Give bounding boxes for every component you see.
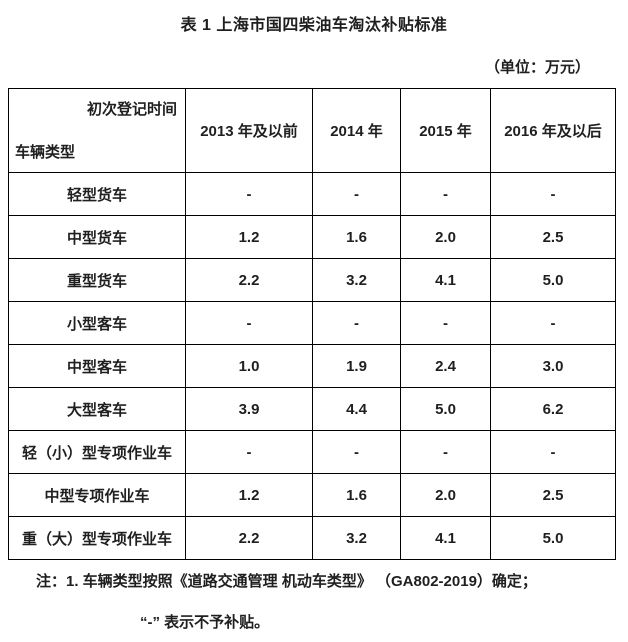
note-line-2: “-” 表示不予补贴。 xyxy=(140,614,270,631)
row-label: 重（大）型专项作业车 xyxy=(8,516,186,560)
note-line-1: 注：1. 车辆类型按照《道路交通管理 机动车类型》 （GA802-2019）确定… xyxy=(36,573,537,590)
table-row: 中型客车 1.0 1.9 2.4 3.0 xyxy=(8,344,616,388)
cell-value: 2.5 xyxy=(490,473,616,517)
cell-value: 2.2 xyxy=(185,516,313,560)
cell-value: 1.2 xyxy=(185,215,313,259)
cell-value: 3.0 xyxy=(490,344,616,388)
column-header: 2014 年 xyxy=(312,88,401,173)
cell-value: - xyxy=(490,301,616,345)
column-header: 2013 年及以前 xyxy=(185,88,313,173)
cell-value: - xyxy=(490,430,616,474)
cell-value: 3.2 xyxy=(312,516,401,560)
row-label: 重型货车 xyxy=(8,258,186,302)
cell-value: 1.9 xyxy=(312,344,401,388)
page-title: 表 1 上海市国四柴油车淘汰补贴标准 xyxy=(180,17,448,34)
subsidy-table: 初次登记时间 车辆类型 2013 年及以前 2014 年 2015 年 2016 年及… xyxy=(8,88,616,560)
table-row: 轻（小）型专项作业车 - - - - xyxy=(8,430,616,474)
table-row: 大型客车 3.9 4.4 5.0 6.2 xyxy=(8,387,616,431)
cell-value: - xyxy=(400,301,491,345)
cell-value: 1.6 xyxy=(312,215,401,259)
cell-value: 6.2 xyxy=(490,387,616,431)
cell-value: 3.9 xyxy=(185,387,313,431)
table-row: 中型货车 1.2 1.6 2.0 2.5 xyxy=(8,215,616,259)
table-row: 重（大）型专项作业车 2.2 3.2 4.1 5.0 xyxy=(8,516,616,560)
cell-value: - xyxy=(312,301,401,345)
cell-value: 2.5 xyxy=(490,215,616,259)
cell-value: 1.2 xyxy=(185,473,313,517)
cell-value: - xyxy=(400,172,491,216)
unit-label: （单位：万元） xyxy=(484,59,590,76)
row-label: 中型客车 xyxy=(8,344,186,388)
corner-label-vehicle-type: 车辆类型 xyxy=(15,144,76,161)
row-label: 轻型货车 xyxy=(8,172,186,216)
cell-value: - xyxy=(185,430,313,474)
table-row: 中型专项作业车 1.2 1.6 2.0 2.5 xyxy=(8,473,616,517)
cell-value: 4.1 xyxy=(400,258,491,302)
row-label: 大型客车 xyxy=(8,387,186,431)
cell-value: 3.2 xyxy=(312,258,401,302)
header-row: 初次登记时间 车辆类型 2013 年及以前 2014 年 2015 年 2016 年及… xyxy=(8,88,616,173)
cell-value: 2.0 xyxy=(400,473,491,517)
table-row: 轻型货车 - - - - xyxy=(8,172,616,216)
cell-value: 5.0 xyxy=(400,387,491,431)
table-row: 小型客车 - - - - xyxy=(8,301,616,345)
cell-value: 1.0 xyxy=(185,344,313,388)
column-header: 2015 年 xyxy=(400,88,491,173)
row-label: 中型专项作业车 xyxy=(8,473,186,517)
cell-value: 5.0 xyxy=(490,516,616,560)
cell-value: - xyxy=(185,301,313,345)
cell-value: - xyxy=(400,430,491,474)
cell-value: 2.2 xyxy=(185,258,313,302)
row-label: 小型客车 xyxy=(8,301,186,345)
row-label: 中型货车 xyxy=(8,215,186,259)
corner-label-registration-time: 初次登记时间 xyxy=(86,101,177,118)
column-header: 2016 年及以后 xyxy=(490,88,616,173)
cell-value: 1.6 xyxy=(312,473,401,517)
cell-value: 4.1 xyxy=(400,516,491,560)
cell-value: 2.0 xyxy=(400,215,491,259)
table-row: 重型货车 2.2 3.2 4.1 5.0 xyxy=(8,258,616,302)
cell-value: - xyxy=(490,172,616,216)
cell-value: 4.4 xyxy=(312,387,401,431)
cell-value: - xyxy=(185,172,313,216)
cell-value: 5.0 xyxy=(490,258,616,302)
cell-value: - xyxy=(312,430,401,474)
corner-cell: 初次登记时间 车辆类型 xyxy=(8,88,186,173)
row-label: 轻（小）型专项作业车 xyxy=(8,430,186,474)
cell-value: - xyxy=(312,172,401,216)
cell-value: 2.4 xyxy=(400,344,491,388)
